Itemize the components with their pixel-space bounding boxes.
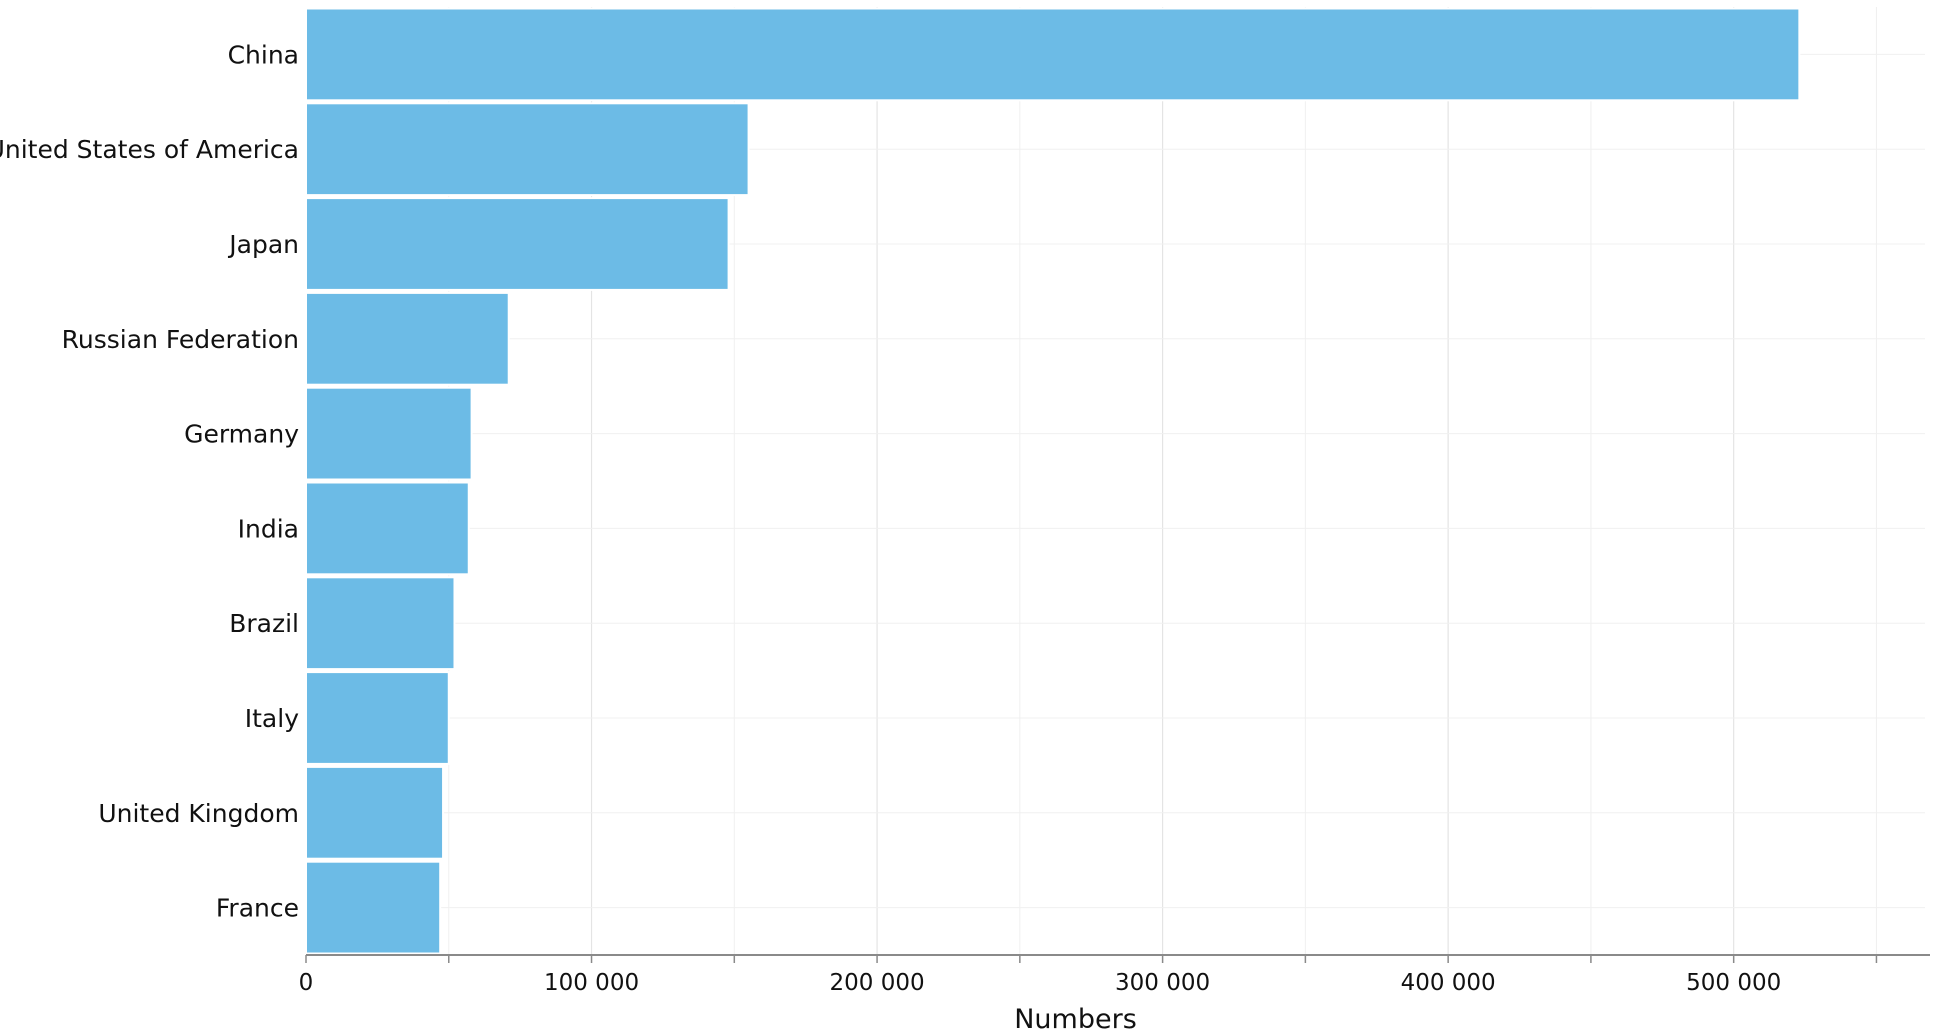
category-label: China bbox=[228, 40, 299, 69]
x-tick-label: 0 bbox=[299, 970, 314, 996]
bar bbox=[305, 102, 750, 197]
category-label: Japan bbox=[227, 230, 299, 259]
x-tick-label: 500 000 bbox=[1686, 970, 1781, 996]
category-label: France bbox=[216, 894, 299, 923]
x-tick-label: 400 000 bbox=[1401, 970, 1496, 996]
category-label: Brazil bbox=[229, 609, 299, 638]
bar bbox=[305, 671, 450, 765]
x-axis: 0 100 000 200 000 300 000 400 000 500 000 bbox=[299, 954, 1930, 996]
category-label: Italy bbox=[245, 704, 299, 733]
category-label: United States of America bbox=[0, 135, 299, 164]
category-label: Germany bbox=[184, 420, 299, 449]
bar bbox=[305, 386, 473, 481]
category-label: Russian Federation bbox=[62, 325, 299, 354]
x-tick-label: 100 000 bbox=[544, 970, 639, 996]
category-labels: China United States of America Japan Russia… bbox=[0, 40, 299, 922]
category-label: United Kingdom bbox=[98, 799, 299, 828]
bar bbox=[305, 576, 456, 671]
bar bbox=[305, 7, 1801, 102]
bar bbox=[305, 197, 730, 291]
bar bbox=[305, 291, 510, 386]
bar bbox=[305, 765, 445, 860]
category-label: India bbox=[238, 514, 299, 543]
bar bbox=[305, 860, 442, 955]
bars-layer bbox=[305, 7, 1801, 955]
x-axis-title: Numbers bbox=[1014, 1004, 1137, 1033]
x-tick-label: 300 000 bbox=[1115, 970, 1210, 996]
x-tick-label: 200 000 bbox=[830, 970, 925, 996]
bar bbox=[305, 481, 470, 576]
